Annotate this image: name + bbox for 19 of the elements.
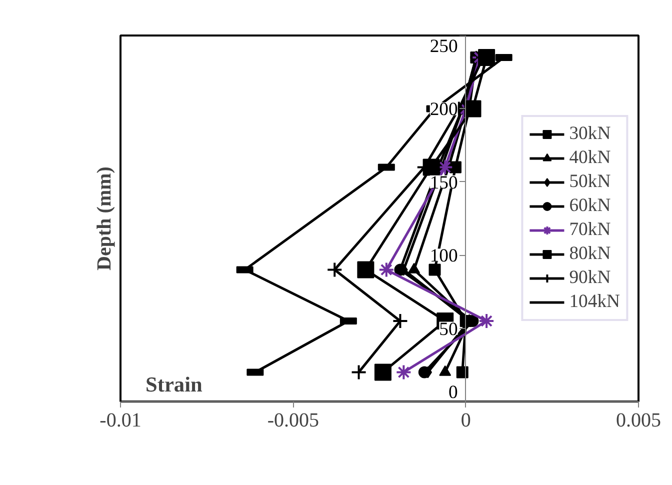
legend-label: 90kN (569, 267, 611, 289)
legend-label: 80kN (569, 243, 611, 265)
x-tick-label: 0.005 (616, 410, 661, 432)
y-tick-label: 0 (448, 382, 458, 403)
y-axis-title: Depth (mm) (94, 166, 116, 270)
legend-label: 50kN (569, 171, 611, 193)
legend-label: 40kN (569, 147, 611, 169)
y-tick-label: 50 (439, 318, 458, 340)
x-tick-label: -0.005 (267, 410, 320, 432)
y-tick-label: 200 (430, 99, 458, 120)
y-tick-label: 150 (430, 172, 458, 194)
x-tick-label: -0.01 (100, 410, 142, 432)
y-tick-label: 100 (430, 246, 458, 267)
x-axis-title: Strain (146, 372, 203, 396)
y-tick-label: 250 (430, 36, 458, 57)
legend-label: 70kN (569, 219, 611, 241)
legend-label: 30kN (569, 123, 611, 145)
legend-label: 60kN (569, 195, 611, 217)
legend-label: 104kN (569, 291, 620, 313)
